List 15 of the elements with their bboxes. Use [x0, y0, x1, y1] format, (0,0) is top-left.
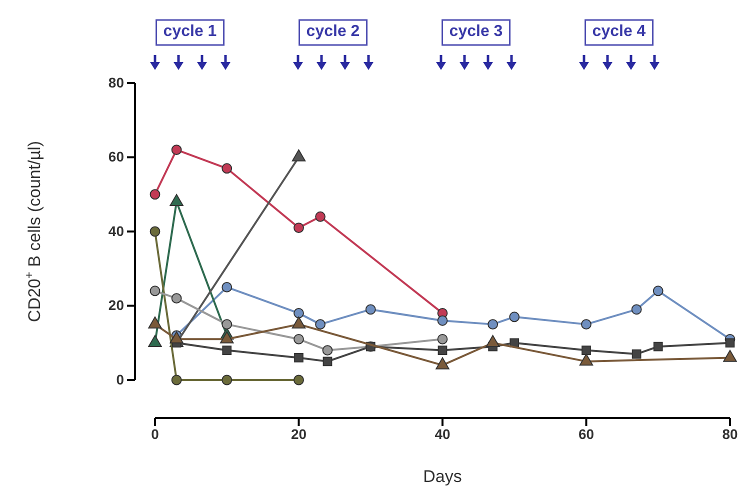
y-tick-label: 80 — [108, 74, 124, 90]
x-tick-label: 60 — [578, 426, 594, 442]
x-axis-title: Days — [423, 467, 462, 486]
x-tick-label: 80 — [722, 426, 738, 442]
x-tick-label: 40 — [434, 426, 450, 442]
y-tick-label: 20 — [108, 297, 124, 314]
text: cycle 2 — [306, 23, 360, 40]
text: cycle 1 — [163, 23, 217, 40]
y-tick-label: 60 — [108, 148, 124, 165]
y-tick-label: 40 — [108, 222, 124, 239]
x-tick-label: 20 — [290, 426, 307, 442]
x-tick-label: 0 — [151, 426, 160, 442]
y-tick-label: 0 — [116, 371, 124, 388]
text: cycle 4 — [592, 23, 646, 40]
text: cycle 3 — [449, 23, 503, 40]
